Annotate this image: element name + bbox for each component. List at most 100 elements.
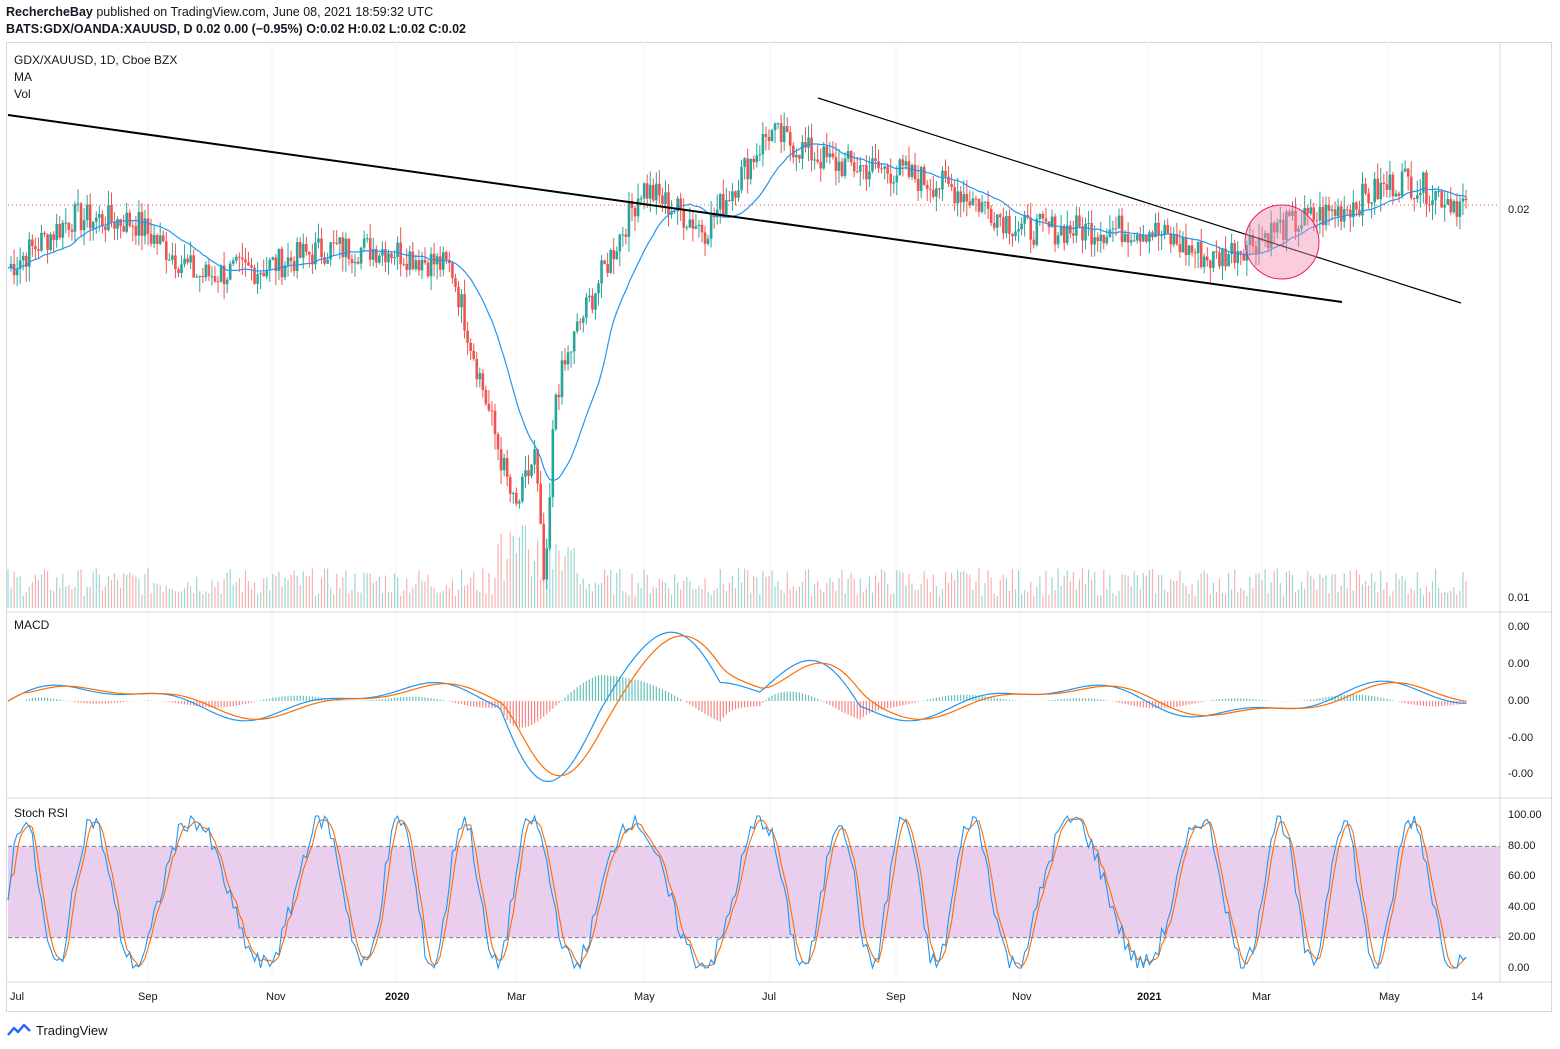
macd-histogram-bar	[463, 701, 466, 705]
macd-histogram-bar	[698, 701, 700, 711]
volume-bar	[147, 568, 149, 608]
ma-indicator-label[interactable]: MA	[14, 70, 32, 84]
candle-body	[645, 183, 649, 199]
candle-body	[865, 165, 868, 180]
volume-bar	[713, 590, 715, 608]
macd-histogram-bar	[287, 695, 289, 701]
macd-histogram-bar	[777, 693, 779, 701]
volume-bar	[1109, 574, 1111, 608]
candle-body	[107, 204, 110, 231]
macd-histogram-bar	[327, 698, 329, 701]
volume-bar	[1422, 595, 1424, 608]
volume-bar	[13, 571, 15, 608]
volume-bar	[1285, 572, 1288, 608]
candle-body	[837, 161, 841, 171]
macd-histogram-bar	[448, 701, 450, 702]
volume-bar	[579, 584, 581, 608]
macd-title[interactable]: MACD	[14, 618, 50, 632]
candle-body	[1321, 206, 1325, 226]
volume-bar	[144, 573, 146, 608]
macd-histogram-bar	[1419, 701, 1421, 706]
candle-body	[1275, 222, 1279, 233]
macd-histogram-bar	[744, 701, 746, 708]
candle-body	[664, 192, 667, 204]
macd-histogram-bar	[430, 698, 432, 701]
volume-bar	[1431, 581, 1434, 608]
candle-body	[1041, 214, 1045, 219]
macd-histogram-bar	[1425, 701, 1428, 707]
volume-bar	[1444, 591, 1446, 608]
volume-bar	[460, 569, 463, 608]
published-text: published on TradingView.com, June 08, 2…	[96, 5, 434, 19]
volume-bar	[969, 574, 971, 608]
volume-bar	[363, 572, 365, 608]
volume-bar	[113, 573, 116, 608]
volume-bar	[1020, 594, 1023, 608]
volume-bar	[865, 588, 867, 608]
volume-bar	[1170, 579, 1172, 608]
candle-body	[1388, 174, 1392, 190]
vol-indicator-label[interactable]: Vol	[14, 87, 31, 101]
volume-bar	[95, 568, 97, 608]
candle-body	[1105, 236, 1109, 244]
macd-histogram-bar	[400, 697, 402, 701]
candle-body	[1303, 207, 1306, 226]
volume-bar	[470, 577, 472, 608]
volume-bar	[1246, 595, 1248, 608]
volume-bar	[1401, 576, 1403, 608]
macd-histogram-bar	[579, 684, 581, 701]
candle-body	[1050, 216, 1054, 228]
volume-bar	[34, 574, 36, 608]
volume-bar	[141, 594, 143, 608]
candle-body	[359, 247, 363, 264]
macd-histogram-bar	[954, 694, 956, 701]
macd-histogram-bar	[646, 683, 648, 701]
candle-body	[825, 146, 829, 158]
candle-body	[125, 212, 129, 232]
candle-body	[438, 256, 442, 270]
volume-bar	[719, 569, 721, 608]
candle-body	[624, 234, 628, 237]
volume-bar	[677, 582, 679, 608]
candle-body	[633, 208, 637, 217]
macd-histogram-bar	[241, 701, 243, 705]
candle-body	[694, 226, 698, 229]
volume-bar	[1240, 587, 1242, 608]
volume-bar	[701, 588, 703, 608]
macd-histogram-bar	[1428, 701, 1431, 707]
macd-histogram-bar	[540, 701, 542, 720]
macd-histogram-bar	[865, 701, 867, 715]
candle-body	[1458, 201, 1462, 217]
candle-body	[1053, 216, 1057, 245]
candle-body	[338, 237, 342, 244]
candle-body	[560, 360, 564, 398]
macd-histogram-bar	[1170, 701, 1172, 708]
volume-bar	[686, 577, 688, 608]
volume-bar	[756, 577, 758, 608]
macd-histogram-bar	[1346, 694, 1348, 701]
volume-bar	[1258, 573, 1260, 608]
macd-histogram-bar	[628, 678, 630, 701]
candle-body	[1187, 245, 1191, 256]
candle-body	[594, 293, 597, 310]
candle-body	[46, 234, 49, 250]
candle-body	[164, 241, 168, 260]
candle-body	[1355, 202, 1358, 210]
macd-histogram-bar	[71, 701, 73, 702]
footer-brand[interactable]: TradingView	[7, 1021, 108, 1039]
macd-histogram-bar	[561, 700, 563, 701]
macd-histogram-bar	[814, 697, 816, 701]
volume-bar	[597, 584, 600, 608]
stoch-rsi-title[interactable]: Stoch RSI	[14, 806, 69, 820]
macd-histogram-bar	[1444, 701, 1446, 706]
macd-histogram-bar	[835, 701, 837, 709]
candle-body	[703, 232, 707, 244]
macd-histogram-bar	[275, 697, 277, 701]
macd-histogram-bar	[250, 701, 253, 703]
candle-body	[852, 162, 856, 172]
macd-histogram-bar	[1097, 699, 1099, 701]
candle-body	[131, 225, 135, 227]
time-axis-label: Nov	[266, 991, 286, 1003]
macd-histogram-bar	[235, 701, 237, 706]
